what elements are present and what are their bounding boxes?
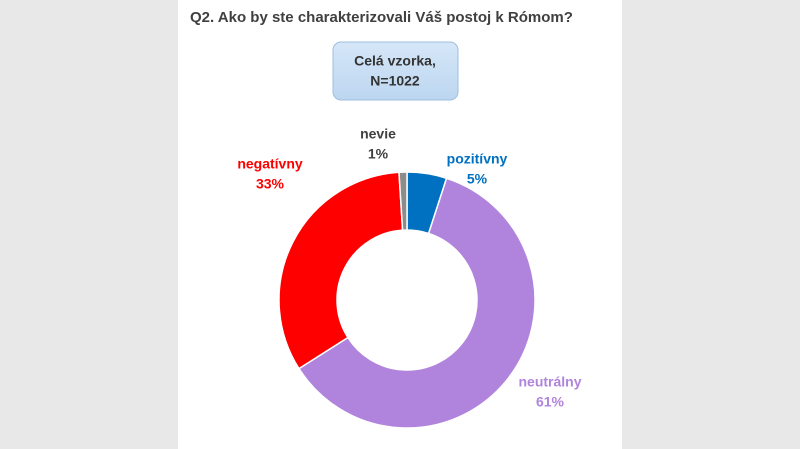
subtitle-box <box>332 41 459 101</box>
category-label: pozitívny <box>447 151 508 167</box>
donut-segment <box>278 171 404 370</box>
subtitle-line: N=1022 <box>370 73 420 89</box>
value-label: 61% <box>536 394 565 410</box>
category-label: neutrálny <box>518 374 581 390</box>
value-label: 1% <box>368 146 389 162</box>
donut-segment <box>398 171 408 231</box>
value-label: 5% <box>467 171 488 187</box>
category-label: negatívny <box>237 156 303 172</box>
chart-title: Q2. Ako by ste charakterizovali Váš post… <box>190 9 573 26</box>
subtitle-line: Celá vzorka, <box>354 53 436 69</box>
donut-segment <box>297 177 536 429</box>
category-label: nevie <box>360 126 396 142</box>
value-label: 33% <box>256 176 285 192</box>
